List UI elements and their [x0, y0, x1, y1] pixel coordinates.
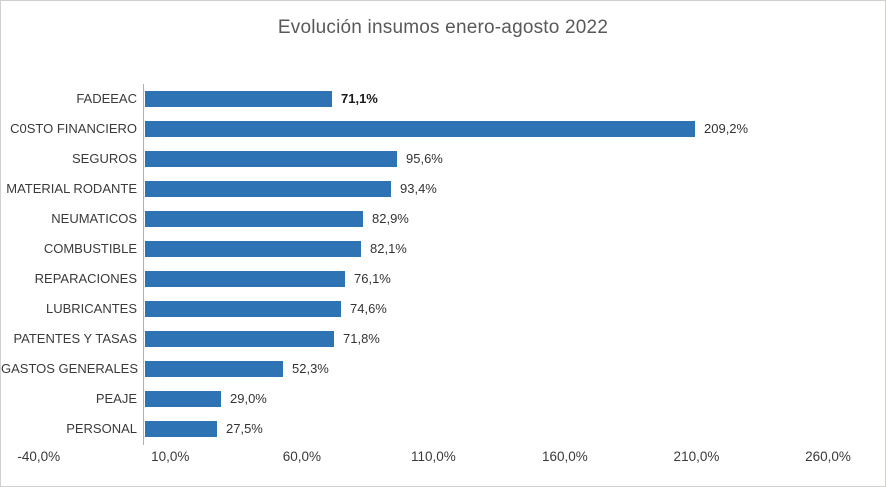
value-label: 52,3%: [292, 361, 329, 376]
category-label: C0STO FINANCIERO: [10, 121, 137, 136]
category-label: NEUMATICOS: [51, 211, 137, 226]
value-label: 27,5%: [226, 421, 263, 436]
bar-combustible: [145, 241, 361, 257]
bar-material-rodante: [145, 181, 391, 197]
category-label: REPARACIONES: [34, 271, 137, 286]
bar-reparaciones: [145, 271, 345, 287]
bar-neumaticos: [145, 211, 363, 227]
bar-fadeeac: [145, 91, 332, 107]
bar-personal: [145, 421, 217, 437]
value-label: 82,9%: [372, 211, 409, 226]
bar-lubricantes: [145, 301, 341, 317]
category-axis-line: [143, 84, 144, 445]
value-label: 93,4%: [400, 181, 437, 196]
category-label: COMBUSTIBLE: [43, 241, 137, 256]
x-axis-tick-label: 210,0%: [673, 449, 720, 464]
category-label: PATENTES Y TASAS: [13, 331, 137, 346]
x-axis-tick-label: 160,0%: [542, 449, 588, 464]
category-label: PEAJE: [95, 391, 137, 406]
category-label: FADEEAC: [76, 91, 137, 106]
value-label: 209,2%: [704, 121, 749, 136]
value-label: 71,1%: [341, 91, 378, 106]
value-label: 95,6%: [406, 151, 443, 166]
category-label: LUBRICANTES: [45, 301, 137, 316]
chart-title: Evolución insumos enero-agosto 2022: [277, 17, 609, 38]
x-axis-tick-label: 260,0%: [805, 449, 851, 464]
bar-gastos-generales: [145, 361, 283, 377]
x-axis-tick-label: -40,0%: [17, 449, 61, 464]
category-label: PERSONAL: [66, 421, 137, 436]
category-label: MATERIAL RODANTE: [6, 181, 137, 196]
value-label: 74,6%: [350, 301, 387, 316]
bar-patentes-y-tasas: [145, 331, 334, 347]
category-label: GASTOS GENERALES: [1, 361, 139, 376]
x-axis-tick-label: 110,0%: [410, 449, 456, 464]
bar-seguros: [145, 151, 397, 167]
x-axis-tick-label: 10,0%: [151, 449, 190, 464]
bar-peaje: [145, 391, 221, 407]
value-label: 71,8%: [343, 331, 380, 346]
value-label: 29,0%: [230, 391, 267, 406]
value-label: 76,1%: [354, 271, 391, 286]
x-axis-tick-label: 60,0%: [282, 449, 321, 464]
value-label: 82,1%: [370, 241, 407, 256]
bar-c0sto-financiero: [145, 121, 695, 137]
category-label: SEGUROS: [71, 151, 137, 166]
